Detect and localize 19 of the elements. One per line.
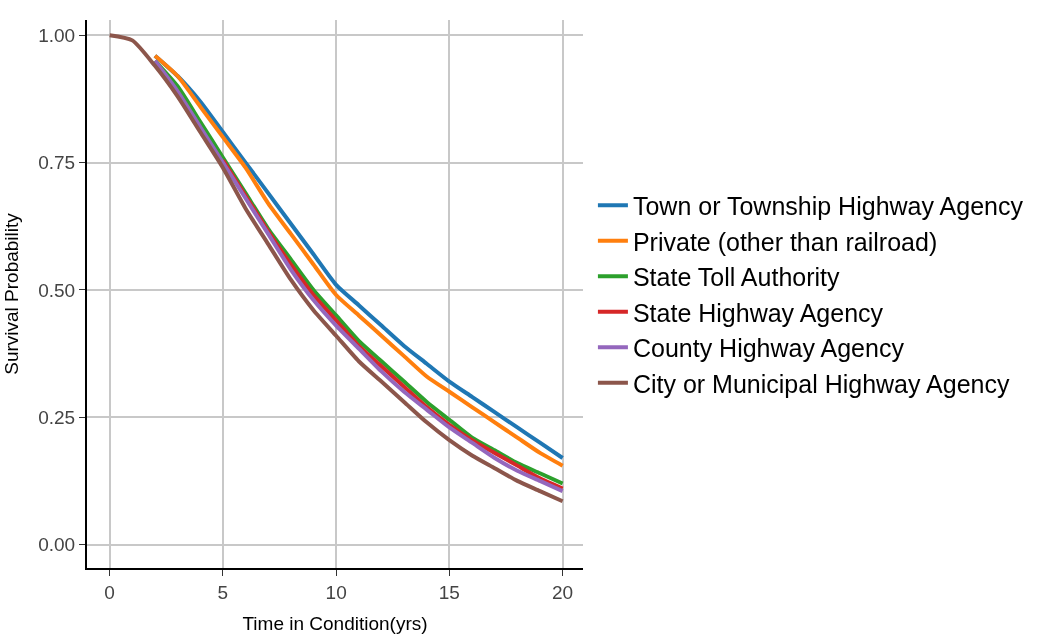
line-series <box>107 33 565 504</box>
x-tick-label: 0 <box>104 581 115 603</box>
x-tick-label: 10 <box>325 581 347 603</box>
x-tick-label: 15 <box>438 581 460 603</box>
y-tick-label: 0.50 <box>38 279 76 301</box>
legend-label: County Highway Agency <box>632 334 905 362</box>
legend-label: City or Municipal Highway Agency <box>632 369 1010 398</box>
legend-label: State Highway Agency <box>632 298 884 327</box>
y-axis-title: Survival Probability <box>0 212 22 375</box>
y-tick-label: 0.75 <box>38 152 76 174</box>
legend-label: Private (other than railroad) <box>632 227 938 256</box>
legend-label: State Toll Authority <box>632 263 841 291</box>
y-tick-label: 1.00 <box>38 24 76 46</box>
x-tick-label: 20 <box>552 581 574 603</box>
legend-label: Town or Township Highway Agency <box>632 192 1024 220</box>
y-tick-label: 0.25 <box>38 406 76 428</box>
x-axis-title: Time in Condition(yrs) <box>242 613 428 635</box>
x-tick-label: 5 <box>217 581 229 603</box>
y-tick-label: 0.00 <box>38 534 76 556</box>
